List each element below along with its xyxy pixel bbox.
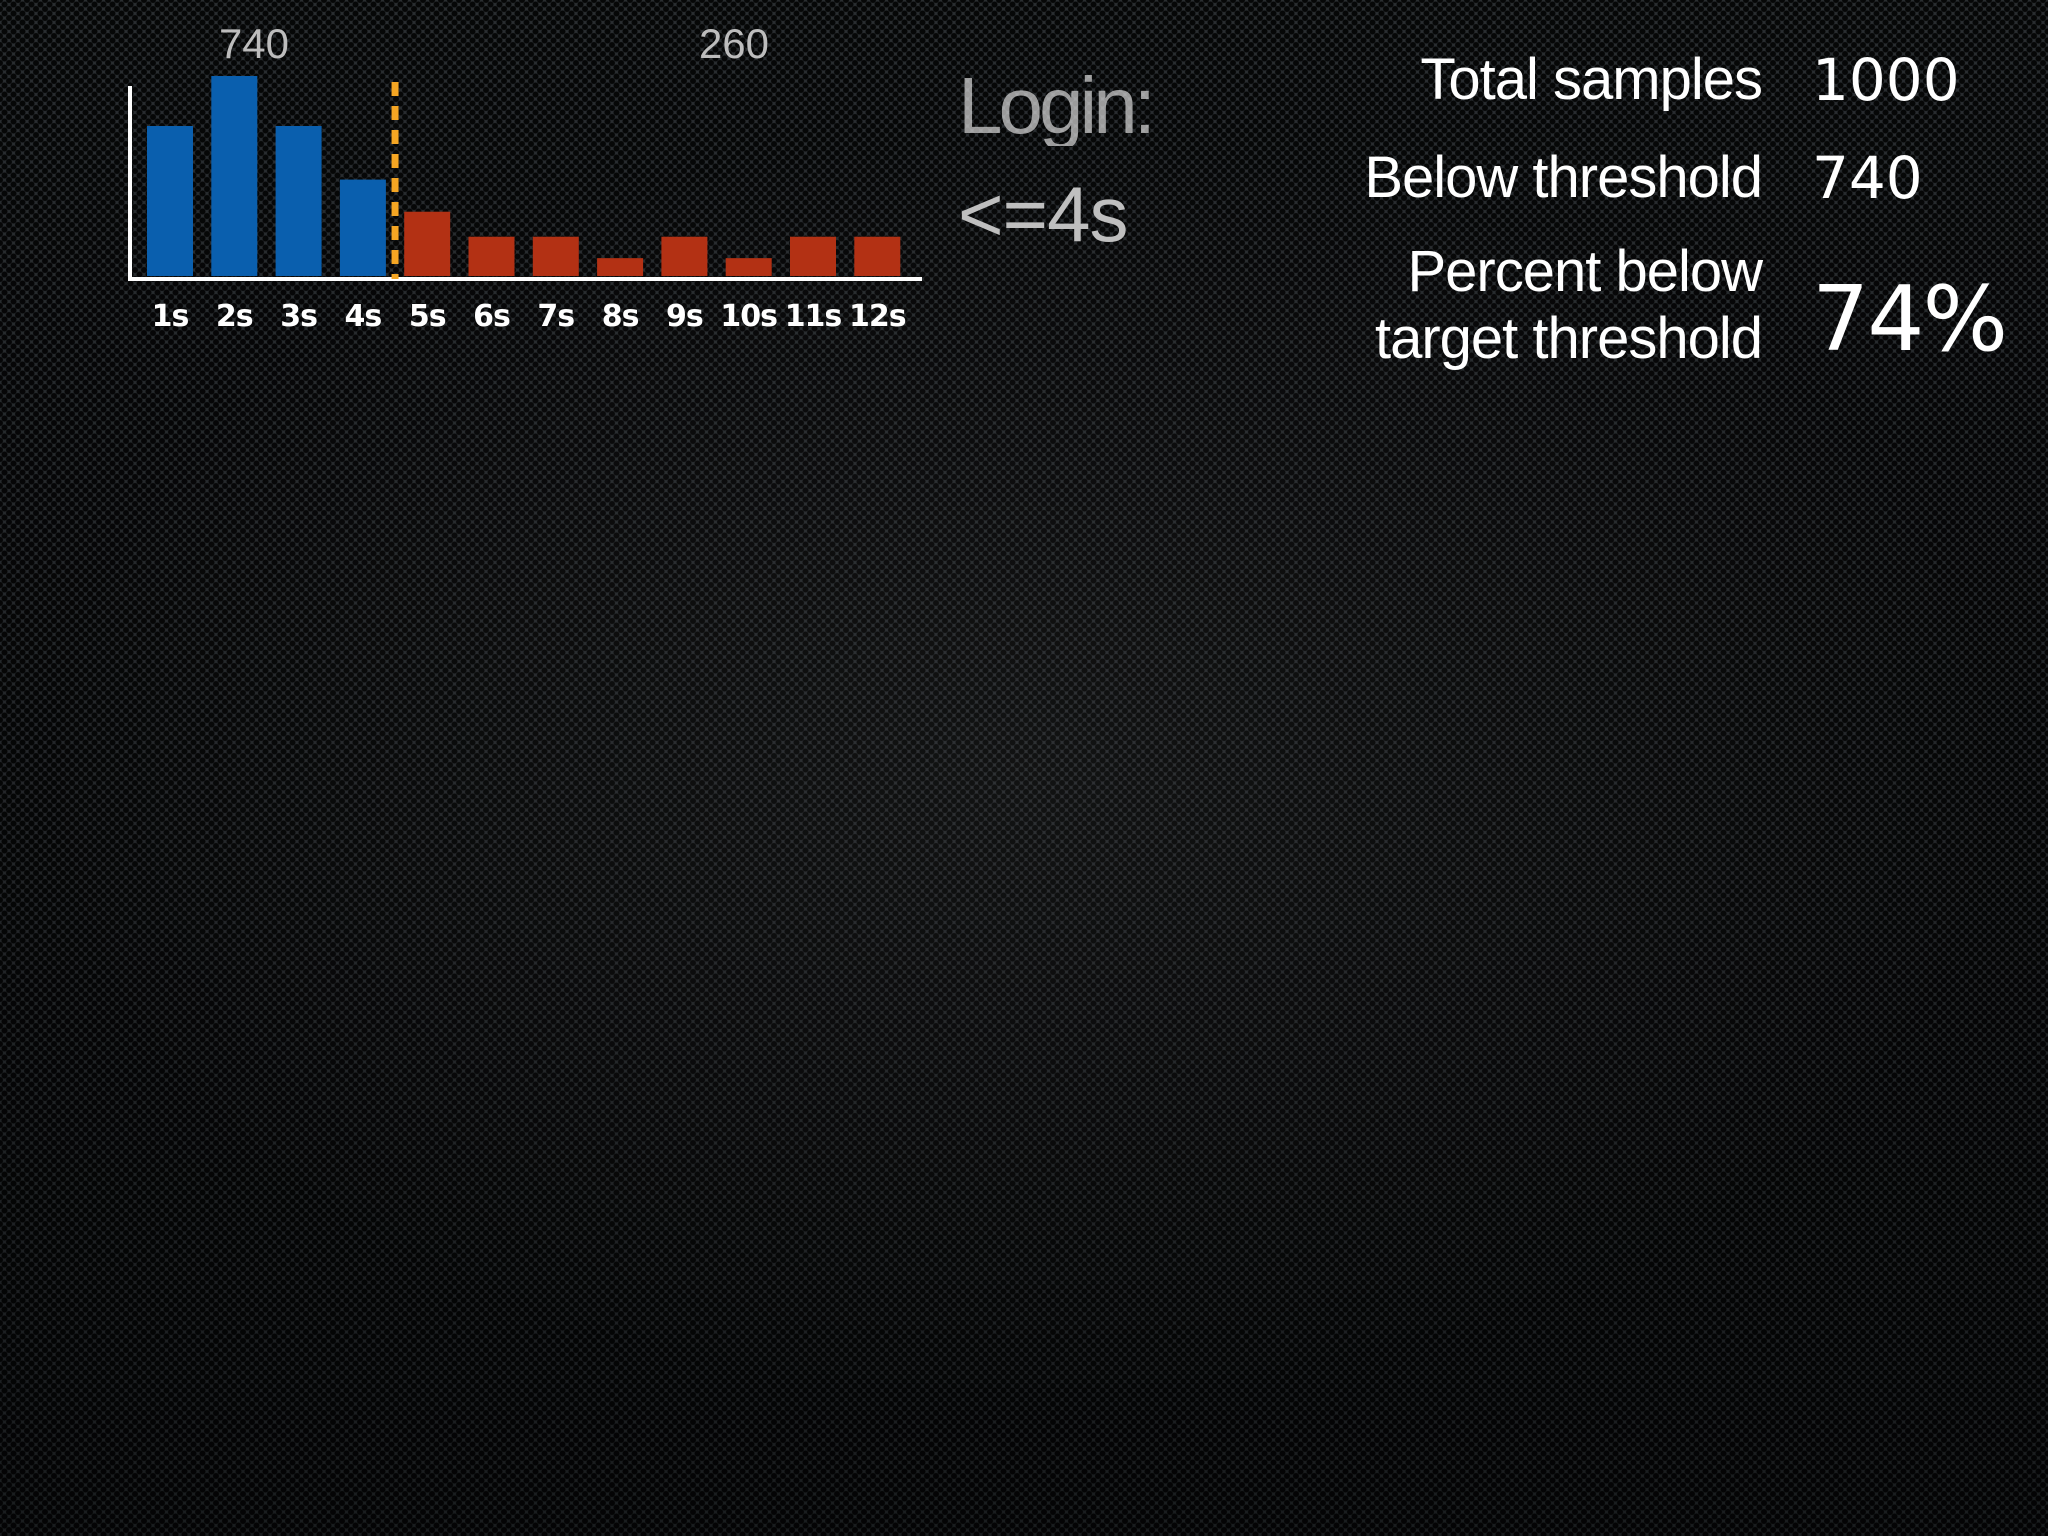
x-tick-label: 9s (666, 299, 703, 334)
bar-1s (147, 126, 193, 276)
percent-below-label-line1: Percent below (1407, 239, 1763, 304)
x-tick-label: 8s (602, 299, 639, 334)
percent-below-label-line2: target threshold (1374, 305, 1763, 371)
bar-12s (854, 236, 901, 276)
x-tick-label: 12s (849, 299, 906, 334)
x-tick-label: 7s (537, 299, 574, 334)
total-samples-value: 1000 (1812, 46, 1960, 114)
x-tick-label: 5s (409, 299, 446, 334)
x-tick-label: 4s (345, 299, 382, 334)
group-count-label: 740 (219, 20, 289, 67)
bar-7s (532, 236, 579, 276)
threshold-title: Login: (958, 66, 1156, 146)
bar-10s (725, 258, 772, 276)
x-tick-label: 2s (216, 299, 253, 334)
bar-2s (211, 76, 258, 276)
x-tick-label: 6s (473, 299, 510, 334)
bar-6s (468, 236, 515, 276)
percent-below-value: 74% (1812, 267, 2008, 372)
bar-3s (275, 126, 322, 276)
bar-8s (597, 258, 644, 276)
group-count-label: 260 (699, 20, 769, 67)
bar-5s (404, 211, 451, 276)
total-samples-label: Total samples (1420, 47, 1763, 112)
x-tick-label: 11s (785, 299, 842, 334)
x-tick-label: 3s (280, 299, 317, 334)
percent-below-label: Percent below target threshold (1374, 239, 1763, 372)
x-tick-label: 1s (152, 299, 189, 334)
below-threshold-label: Below threshold (1364, 145, 1763, 210)
x-tick-label: 10s (720, 299, 777, 334)
bar-11s (790, 236, 836, 276)
response-time-histogram: 740 260 1s 2s 3s 4s 5s 6s 7s 8s 9s 10s 11s 12s (128, 20, 922, 334)
bar-4s (339, 179, 386, 276)
below-threshold-value: 740 (1812, 144, 1923, 212)
threshold-value: <=4s (958, 170, 1128, 258)
bar-9s (661, 236, 708, 276)
